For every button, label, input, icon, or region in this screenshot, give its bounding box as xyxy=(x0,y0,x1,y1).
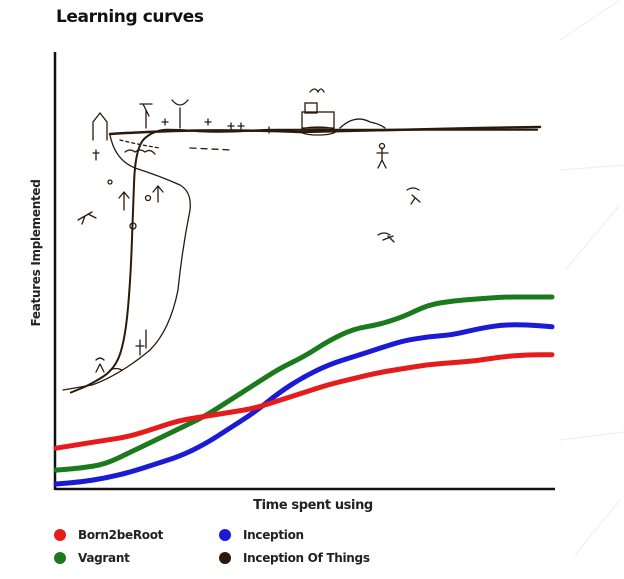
legend-swatch-vagrant xyxy=(54,552,66,564)
legend-item-inception: Inception xyxy=(219,528,304,542)
legend-swatch-born2beroot xyxy=(54,529,66,541)
decorative-lines xyxy=(559,0,624,556)
series-line-inception-of-things xyxy=(69,128,539,394)
legend-swatch-inception-of-things xyxy=(219,552,231,564)
series-line-vagrant xyxy=(53,294,555,473)
series-line-born2beroot xyxy=(53,352,555,451)
chart-title: Learning curves xyxy=(56,7,204,27)
legend-label: Inception Of Things xyxy=(243,551,370,565)
legend-item-vagrant: Vagrant xyxy=(54,551,130,565)
x-axis-label: Time spent using xyxy=(253,498,373,513)
legend-swatch-inception xyxy=(219,529,231,541)
legend-item-inception-of-things: Inception Of Things xyxy=(219,551,370,565)
series-layer xyxy=(53,128,555,487)
legend-label: Inception xyxy=(243,528,304,542)
legend-label: Vagrant xyxy=(78,551,130,565)
legend-item-born2beroot: Born2beRoot xyxy=(54,528,163,542)
legend-label: Born2beRoot xyxy=(78,528,164,542)
series-line-inception xyxy=(53,322,555,487)
y-axis-label: Features Implemented xyxy=(29,179,43,327)
